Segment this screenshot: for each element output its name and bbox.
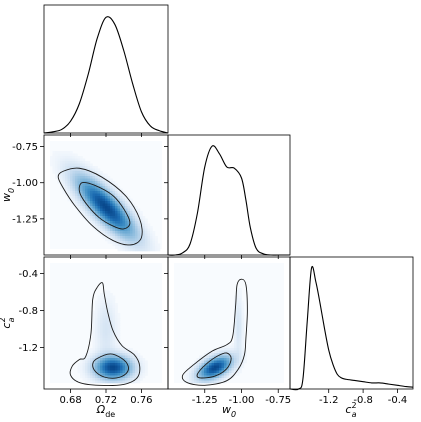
marginal-curve	[167, 145, 290, 256]
contour-outer	[57, 167, 143, 246]
x-tick-label: 0.72	[95, 395, 117, 406]
x-tick-label: -0.4	[388, 395, 408, 406]
x-tick-label: 0.76	[130, 395, 152, 406]
y-tick-label: -0.75	[12, 142, 38, 153]
y-tick-label: -0.4	[18, 269, 38, 280]
contour-inner	[78, 182, 131, 230]
density-heatmap	[174, 263, 284, 384]
y-axis-label-ca2: c2a	[0, 317, 16, 328]
marginal-curve	[289, 266, 414, 391]
y-axis-label-w0: w0	[0, 188, 16, 202]
x-axis-label-omega: Ωde	[96, 403, 115, 419]
contour-outer	[181, 278, 248, 386]
x-tick-label: -1.00	[229, 395, 255, 406]
contour-outer	[69, 282, 141, 386]
joint-panel-w0-ca2	[174, 263, 284, 386]
panel-frame-ca2-ca2	[289, 256, 414, 390]
x-tick-label: -0.75	[265, 395, 291, 406]
contour-inner	[196, 352, 232, 379]
x-axis-label-w0: w0	[222, 403, 236, 419]
density-heatmap	[50, 141, 162, 252]
x-tick-label: -0.8	[353, 395, 373, 406]
panel-frame-omega-omega	[43, 4, 169, 134]
contour-inner	[92, 353, 129, 379]
marginal-ca2	[289, 266, 414, 391]
y-tick-label: -1.2	[18, 343, 38, 354]
joint-panel-omega-ca2	[50, 263, 162, 386]
panel-frame-w0-w0	[167, 134, 291, 256]
x-tick-label: 0.68	[59, 395, 81, 406]
marginal-curve	[43, 16, 169, 134]
x-tick-label: -1.25	[192, 395, 218, 406]
joint-panel-omega-w0	[50, 141, 162, 252]
y-tick-label: -1.00	[12, 178, 38, 189]
marginal-w0	[167, 145, 290, 256]
y-tick-label: -1.25	[12, 214, 38, 225]
axis-ticks: 0.68 0.72 0.76 -1.25 -1.00 -0.75 -1.2 -0.8 -0.4 -…	[12, 133, 407, 406]
y-tick-label: -0.8	[18, 306, 38, 317]
density-heatmap	[50, 263, 162, 384]
x-axis-label-ca2: c2 a	[345, 401, 356, 419]
x-tick-label: -1.2	[319, 395, 339, 406]
marginal-omega	[43, 16, 169, 134]
